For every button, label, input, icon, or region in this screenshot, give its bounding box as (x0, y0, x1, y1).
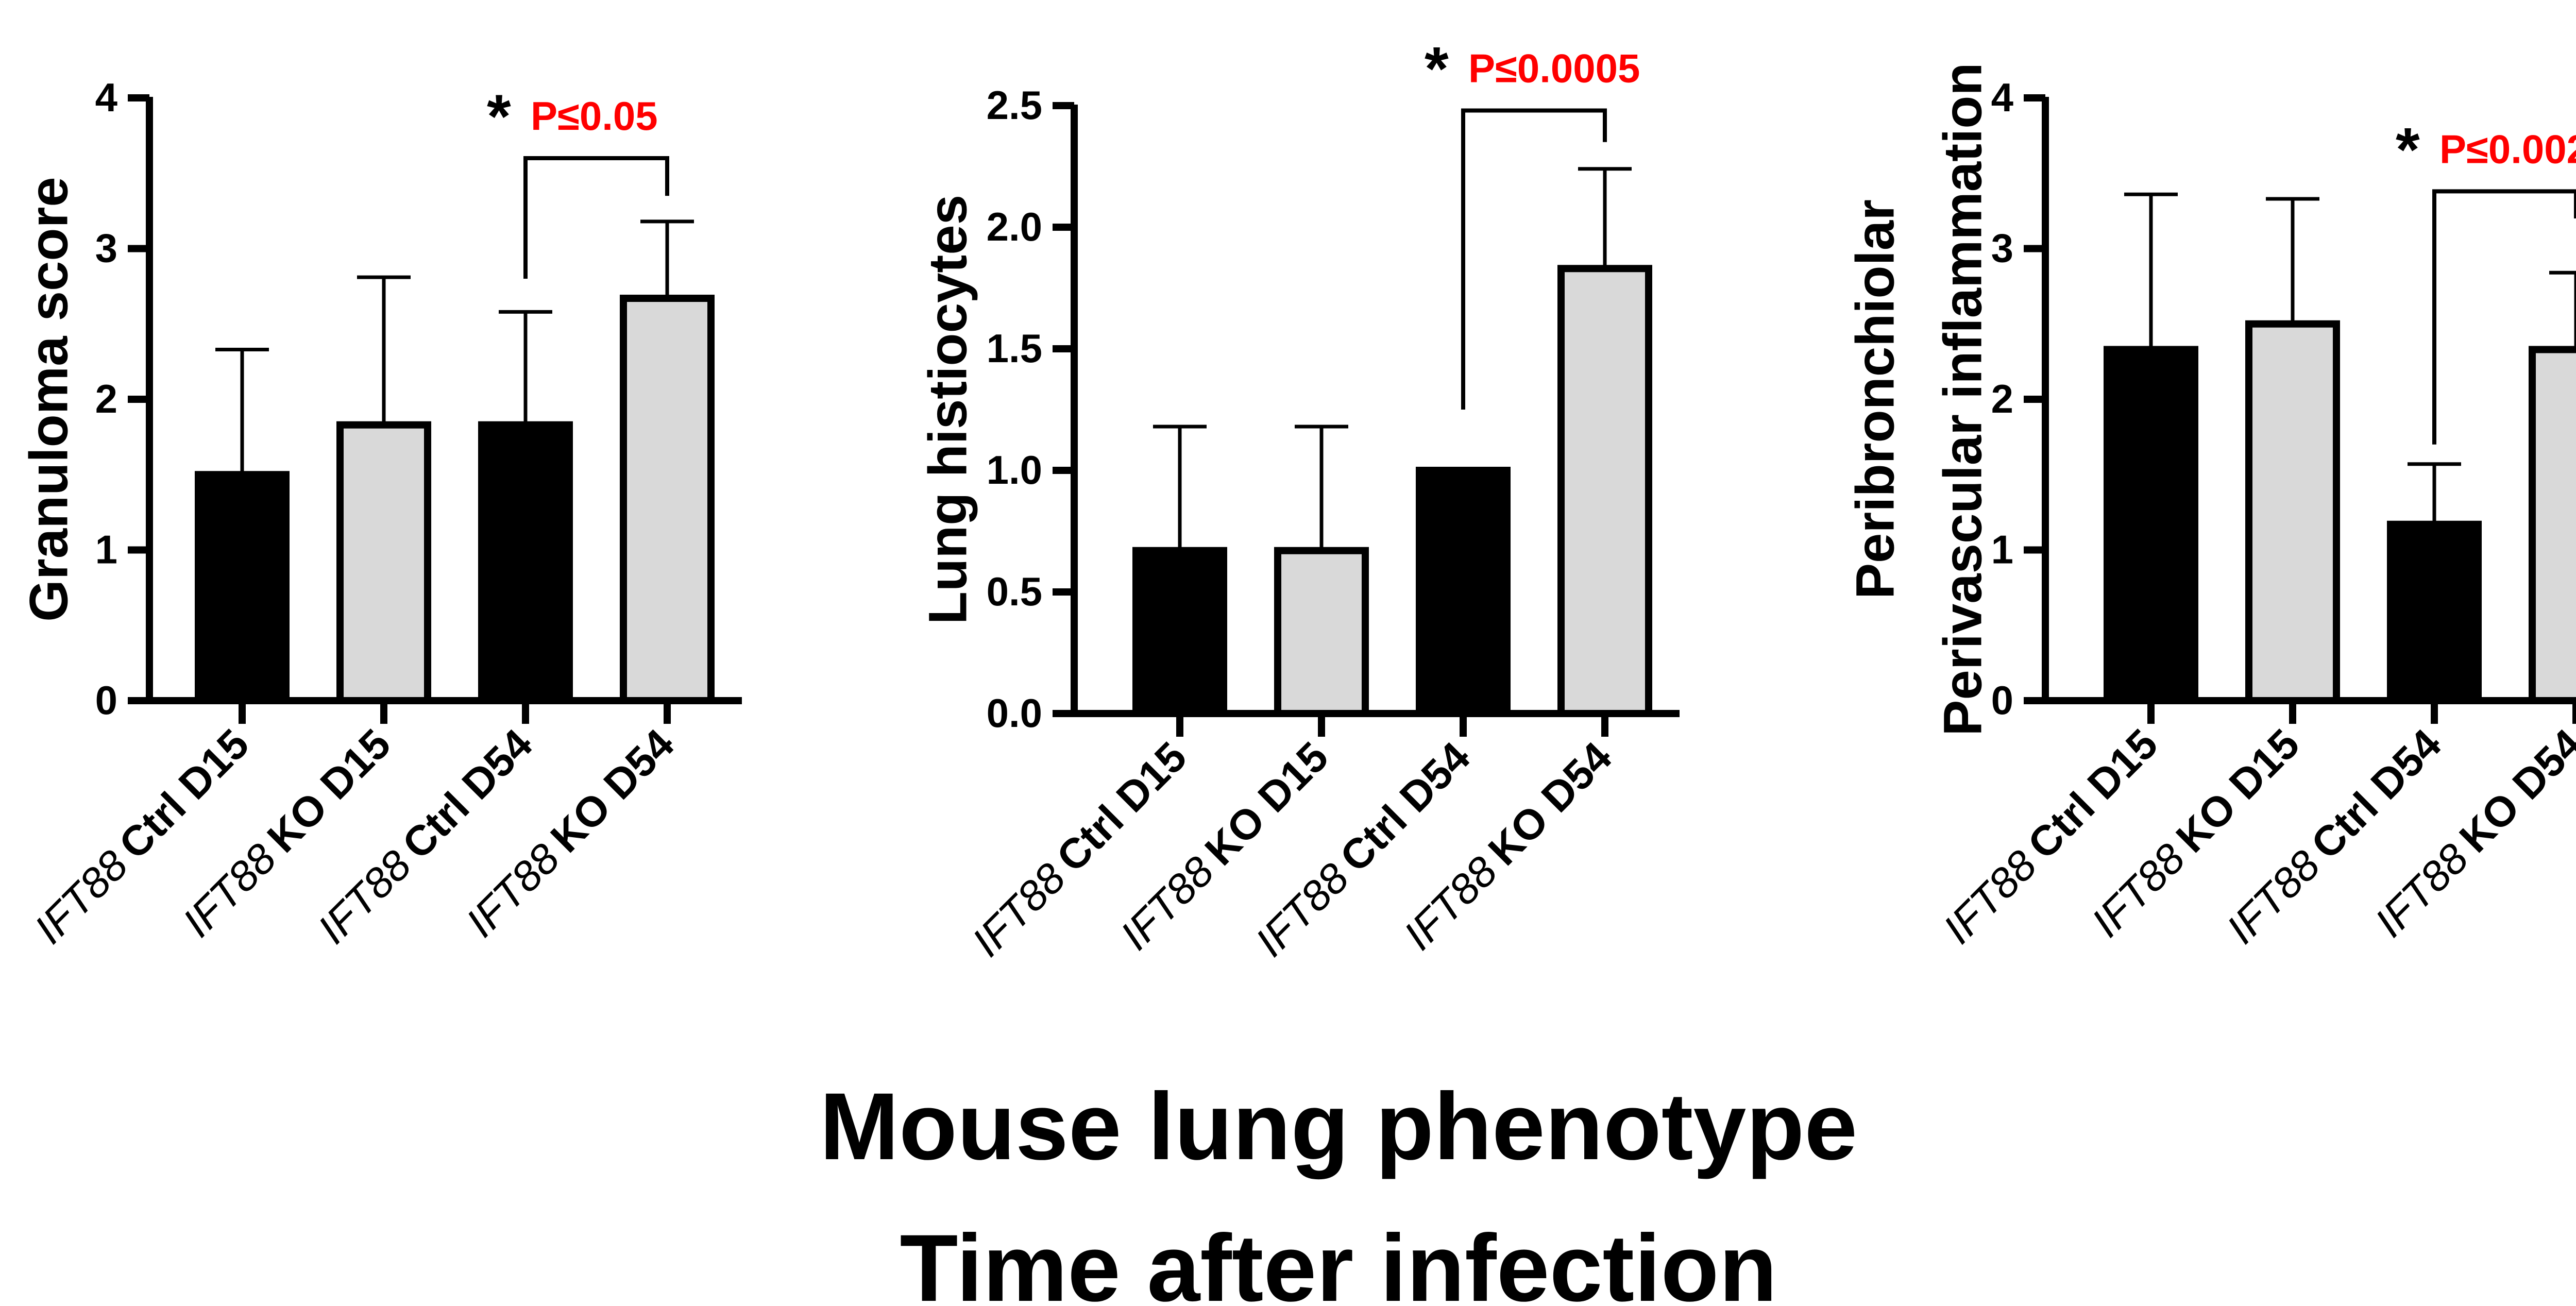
bar (1132, 547, 1227, 717)
significance-bracket (2432, 189, 2576, 445)
significance-bracket (523, 156, 669, 279)
y-tick-label: 0.0 (987, 690, 1042, 736)
y-tick-label: 1 (1991, 527, 2013, 572)
y-tick-label: 2.0 (987, 204, 1042, 249)
y-tick-label: 3 (1991, 226, 2013, 271)
y-tick-label: 2 (95, 376, 117, 421)
y-tick-label: 2.5 (987, 82, 1042, 128)
y-tick-label: 3 (95, 226, 117, 271)
figure-caption-line1: Mouse lung phenotype (820, 1074, 1857, 1180)
bar (1416, 467, 1511, 717)
p-value-label: P≤0.002 (2439, 126, 2576, 172)
bar (1557, 265, 1652, 717)
chart-panel-3: 0 1 2 3 4 Peribronchiolar Perivascular inflamm… (1845, 62, 2576, 953)
y-tick-label: 0.5 (987, 569, 1042, 614)
y-tick-label: 4 (95, 75, 117, 120)
bar (478, 421, 573, 704)
p-value-label: P≤0.05 (531, 93, 658, 139)
figure-caption-line2: Time after infection (900, 1215, 1777, 1306)
y-axis-label: Peribronchiolar (1845, 199, 1906, 599)
y-tick-label: 1.0 (987, 447, 1042, 493)
y-tick-label: 0 (1991, 677, 2013, 723)
y-axis-label: Lung histiocytes (918, 195, 978, 624)
y-tick-label: 1 (95, 527, 117, 572)
bar (2104, 346, 2198, 704)
significance-star: * (2396, 115, 2420, 184)
y-tick-label: 4 (1991, 75, 2013, 120)
y-tick-label: 0 (95, 677, 117, 723)
bar (620, 295, 715, 704)
bar (2387, 520, 2482, 705)
significance-bracket (1461, 108, 1607, 410)
y-tick-label: 2 (1991, 376, 2013, 421)
bar (195, 471, 290, 704)
bar (1274, 547, 1369, 717)
bar (2245, 320, 2340, 704)
significance-star: * (487, 82, 511, 151)
bar (2529, 346, 2576, 704)
bar (336, 421, 431, 704)
y-axis-label: Granuloma score (19, 177, 79, 622)
y-tick-label: 1.5 (987, 326, 1042, 371)
significance-star: * (1425, 34, 1449, 103)
y-axis-label: Perivascular inflammation (1933, 62, 1993, 736)
p-value-label: P≤0.0005 (1468, 45, 1640, 91)
